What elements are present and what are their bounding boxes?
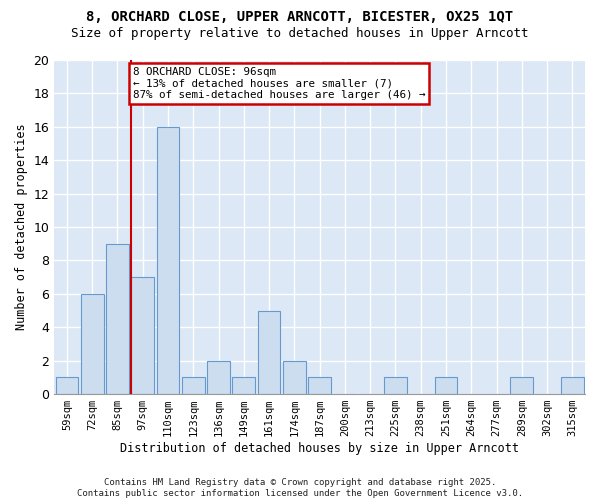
Bar — [56, 378, 78, 394]
Bar — [434, 378, 457, 394]
Bar — [232, 378, 255, 394]
Bar — [182, 378, 205, 394]
X-axis label: Distribution of detached houses by size in Upper Arncott: Distribution of detached houses by size … — [120, 442, 519, 455]
Bar — [106, 244, 129, 394]
Bar — [511, 378, 533, 394]
Bar — [384, 378, 407, 394]
Bar — [283, 360, 306, 394]
Text: 8, ORCHARD CLOSE, UPPER ARNCOTT, BICESTER, OX25 1QT: 8, ORCHARD CLOSE, UPPER ARNCOTT, BICESTE… — [86, 10, 514, 24]
Bar — [258, 310, 280, 394]
Text: Size of property relative to detached houses in Upper Arncott: Size of property relative to detached ho… — [71, 28, 529, 40]
Text: Contains HM Land Registry data © Crown copyright and database right 2025.
Contai: Contains HM Land Registry data © Crown c… — [77, 478, 523, 498]
Bar — [561, 378, 584, 394]
Bar — [131, 277, 154, 394]
Y-axis label: Number of detached properties: Number of detached properties — [15, 124, 28, 330]
Bar — [81, 294, 104, 394]
Bar — [308, 378, 331, 394]
Bar — [207, 360, 230, 394]
Bar — [157, 127, 179, 394]
Text: 8 ORCHARD CLOSE: 96sqm
← 13% of detached houses are smaller (7)
87% of semi-deta: 8 ORCHARD CLOSE: 96sqm ← 13% of detached… — [133, 66, 425, 100]
